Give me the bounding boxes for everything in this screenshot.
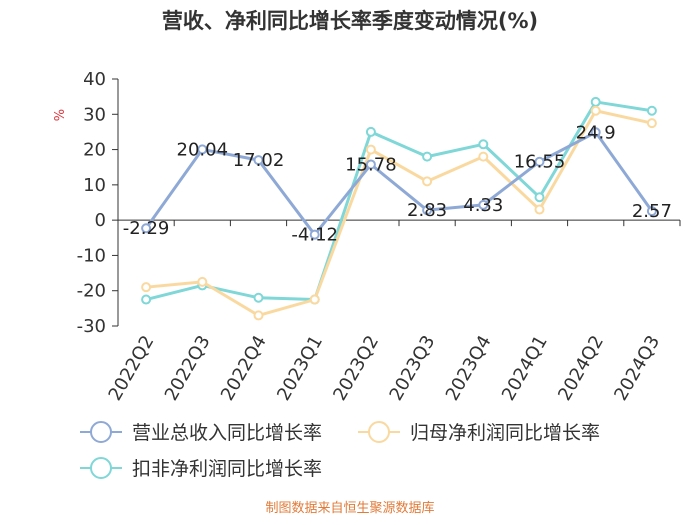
x-tick-label: 2023Q1 [273, 332, 327, 404]
data-point [365, 126, 376, 137]
data-label: 24.9 [576, 122, 616, 143]
data-point [478, 139, 489, 150]
data-label: 20.04 [177, 139, 229, 160]
data-point [422, 151, 433, 162]
series-1 [141, 127, 657, 240]
y-tick-label: -30 [77, 316, 106, 337]
data-point [534, 204, 545, 215]
data-point [141, 223, 152, 234]
x-tick-label: 2023Q3 [386, 332, 440, 404]
data-point [253, 155, 264, 166]
data-point [253, 310, 264, 321]
series-line [145, 100, 653, 302]
series-line [144, 130, 654, 237]
data-point [197, 276, 208, 287]
data-point [646, 206, 657, 217]
data-point [309, 294, 320, 305]
data-point [253, 292, 264, 303]
source-note: 制图数据来自恒生聚源数据库 [265, 500, 434, 516]
series-2 [141, 105, 657, 321]
x-tick-label: 2022Q2 [105, 332, 159, 404]
legend-item-2[interactable]: 归母净利润同比增长率 [358, 421, 600, 444]
legend-marker [90, 457, 112, 479]
x-tick-label: 2023Q4 [442, 332, 496, 404]
y-axis-label: % [53, 109, 68, 121]
y-tick-label: 10 [83, 175, 106, 196]
x-tick-label: 2024Q3 [610, 332, 664, 404]
y-tick-label: 40 [83, 69, 106, 90]
series-layer [141, 96, 657, 321]
legend-marker [90, 421, 112, 443]
legend-item-1[interactable]: 营业总收入同比增长率 [80, 421, 322, 444]
data-label: -2.29 [123, 218, 170, 239]
data-point [590, 105, 601, 116]
x-tick-label: 2022Q3 [161, 332, 215, 404]
y-tick-label: -20 [77, 281, 106, 302]
x-tick-label: 2024Q1 [498, 332, 552, 404]
data-point [422, 176, 433, 187]
legend-label: 扣非净利润同比增长率 [132, 458, 322, 480]
data-point [646, 105, 657, 116]
chart-title: 营收、净利同比增长率季度变动情况(%) [162, 9, 538, 33]
data-label: 16.55 [514, 152, 566, 173]
y-tick-label: 20 [83, 140, 106, 161]
data-point [534, 192, 545, 203]
data-point [309, 229, 320, 240]
y-tick-label: -10 [77, 245, 106, 266]
data-point [197, 144, 208, 155]
data-label: 15.78 [345, 154, 397, 175]
data-point [478, 151, 489, 162]
y-tick-label: 0 [95, 210, 106, 231]
legend-label: 归母净利润同比增长率 [410, 422, 600, 444]
x-tick-label: 2024Q2 [554, 332, 608, 404]
legend-item-3[interactable]: 扣非净利润同比增长率 [80, 457, 322, 480]
data-point [365, 144, 376, 155]
data-point [141, 294, 152, 305]
y-tick-label: 30 [83, 104, 106, 125]
data-point [646, 118, 657, 129]
data-point [534, 156, 545, 167]
data-label: 4.33 [463, 195, 503, 216]
data-label: 2.57 [632, 201, 672, 222]
data-point [478, 199, 489, 210]
data-point [590, 96, 601, 107]
data-label: 17.02 [233, 150, 285, 171]
x-tick-label: 2022Q4 [217, 332, 271, 404]
legend-label: 营业总收入同比增长率 [132, 422, 322, 444]
legend-marker [368, 421, 390, 443]
data-point [365, 159, 376, 170]
data-point [422, 205, 433, 216]
series-line [145, 109, 653, 317]
data-label: 2.83 [407, 200, 447, 221]
x-tick-label: 2023Q2 [329, 332, 383, 404]
data-point [141, 282, 152, 293]
data-label: -4.12 [291, 225, 338, 246]
data-point [590, 127, 601, 138]
